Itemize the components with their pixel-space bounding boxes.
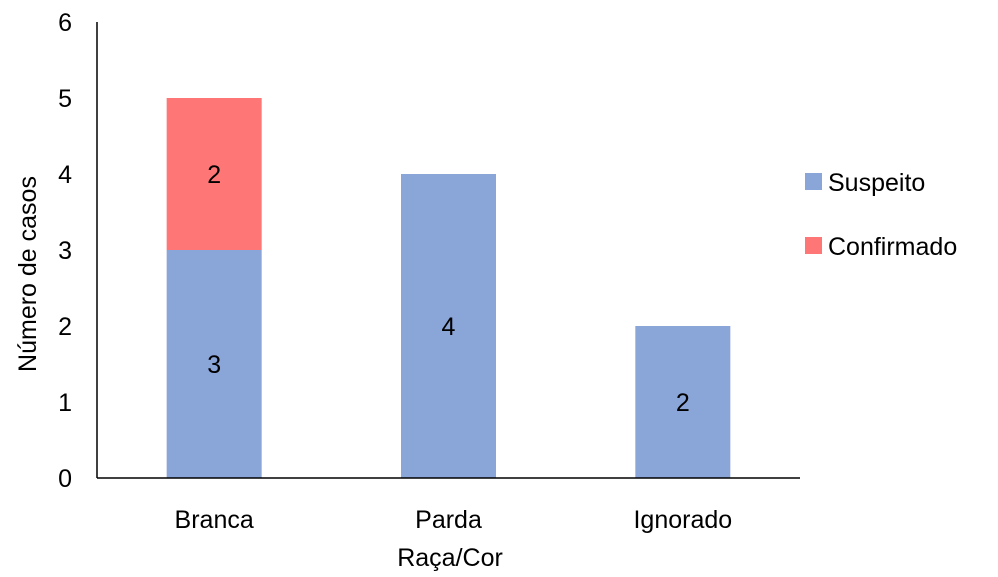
x-category-label: Branca (175, 506, 254, 534)
y-tick-label: 5 (58, 85, 72, 113)
y-tick-label: 1 (58, 389, 72, 417)
legend: Suspeito Confirmado (805, 169, 957, 261)
y-tick-label: 3 (58, 237, 72, 265)
bars (166, 98, 731, 478)
y-tick-label: 0 (58, 465, 72, 493)
y-axis-ticks: 0 1 2 3 4 5 6 (58, 9, 72, 493)
x-category-label: Parda (415, 506, 482, 534)
y-tick-label: 4 (58, 161, 72, 189)
data-labels: 3 2 4 2 (207, 161, 690, 417)
y-axis-title: Número de casos (14, 176, 42, 372)
bar-suspeito-branca (166, 250, 262, 478)
x-axis-labels: Branca Parda Ignorado (175, 506, 733, 534)
bar-suspeito-parda (401, 174, 496, 478)
x-category-label: Ignorado (633, 506, 732, 534)
data-label: 2 (207, 161, 221, 189)
data-label: 3 (207, 351, 221, 379)
bar-suspeito-ignorado (635, 326, 731, 478)
y-tick-label: 2 (58, 313, 72, 341)
data-label: 4 (442, 313, 456, 341)
y-tick-label: 6 (58, 9, 72, 37)
data-label: 2 (676, 389, 690, 417)
x-axis-title: Raça/Cor (397, 544, 503, 572)
legend-label-confirmado: Confirmado (828, 233, 957, 261)
legend-label-suspeito: Suspeito (828, 169, 925, 197)
legend-swatch-suspeito (805, 173, 822, 190)
legend-swatch-confirmado (805, 237, 822, 254)
bar-confirmado-branca (166, 98, 262, 250)
